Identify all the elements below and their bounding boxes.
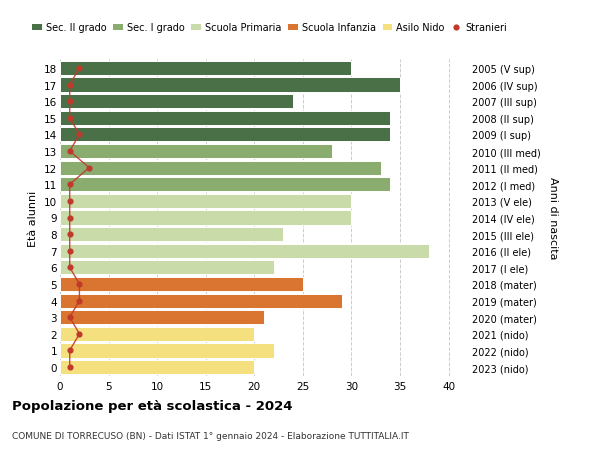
Bar <box>60 78 400 92</box>
Bar <box>60 112 390 126</box>
Bar <box>60 244 429 258</box>
Point <box>74 131 84 139</box>
Point <box>65 148 74 155</box>
Bar <box>60 95 293 109</box>
Y-axis label: Età alunni: Età alunni <box>28 190 38 246</box>
Point <box>65 82 74 89</box>
Point <box>74 65 84 73</box>
Bar <box>60 344 274 358</box>
Bar <box>60 145 332 159</box>
Point <box>65 247 74 255</box>
Text: Popolazione per età scolastica - 2024: Popolazione per età scolastica - 2024 <box>12 399 293 412</box>
Point <box>65 115 74 122</box>
Bar <box>60 178 390 192</box>
Bar <box>60 161 380 175</box>
Point <box>65 214 74 222</box>
Point <box>65 264 74 271</box>
Bar <box>60 62 352 76</box>
Bar <box>60 310 264 325</box>
Point <box>74 330 84 338</box>
Legend: Sec. II grado, Sec. I grado, Scuola Primaria, Scuola Infanzia, Asilo Nido, Stran: Sec. II grado, Sec. I grado, Scuola Prim… <box>32 23 507 34</box>
Point <box>65 347 74 354</box>
Bar <box>60 261 274 275</box>
Point <box>85 165 94 172</box>
Text: COMUNE DI TORRECUSO (BN) - Dati ISTAT 1° gennaio 2024 - Elaborazione TUTTITALIA.: COMUNE DI TORRECUSO (BN) - Dati ISTAT 1°… <box>12 431 409 441</box>
Bar <box>60 128 390 142</box>
Point <box>74 297 84 305</box>
Point <box>65 314 74 321</box>
Bar <box>60 277 303 291</box>
Y-axis label: Anni di nascita: Anni di nascita <box>548 177 557 259</box>
Bar <box>60 327 254 341</box>
Point <box>65 364 74 371</box>
Bar <box>60 228 283 241</box>
Bar <box>60 195 352 208</box>
Point <box>74 281 84 288</box>
Bar <box>60 211 352 225</box>
Point <box>65 198 74 205</box>
Point <box>65 181 74 189</box>
Bar <box>60 294 342 308</box>
Point <box>65 231 74 238</box>
Bar <box>60 360 254 374</box>
Point <box>65 98 74 106</box>
